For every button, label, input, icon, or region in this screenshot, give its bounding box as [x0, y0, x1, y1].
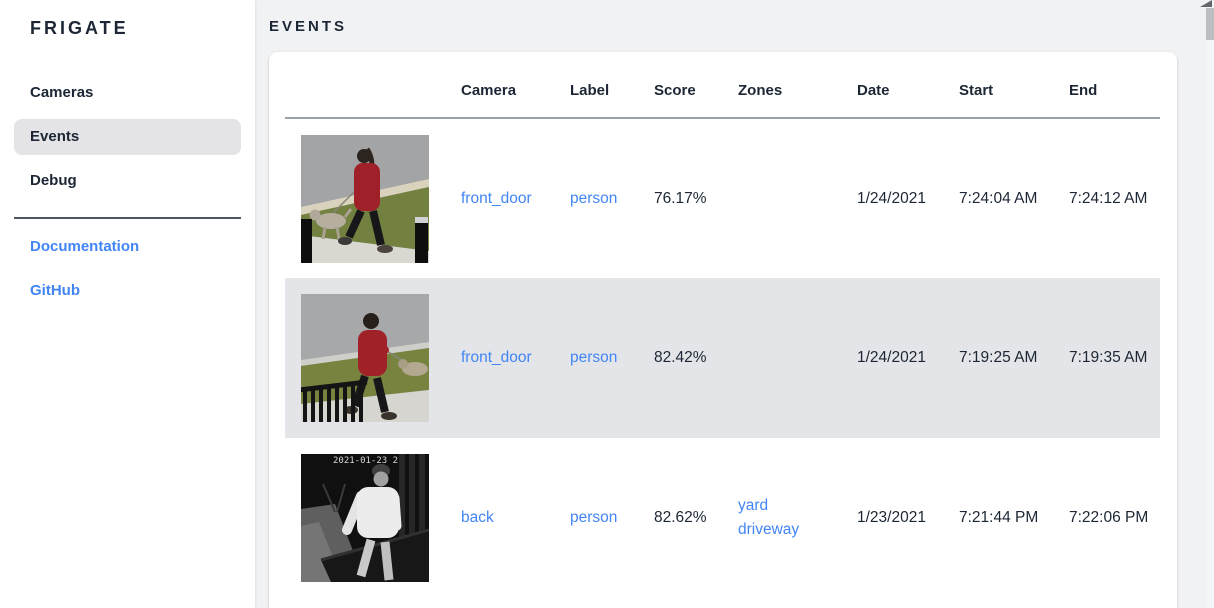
vertical-scrollbar[interactable] [1200, 0, 1214, 608]
table-row[interactable]: 2021-01-23 2 back person 82.62% yard dri… [285, 438, 1160, 598]
camera-link[interactable]: back [461, 509, 494, 526]
table-row[interactable]: front_door person 76.17% 1/24/2021 7:24:… [285, 118, 1160, 278]
score-value: 82.42% [654, 349, 707, 366]
events-card: Camera Label Score Zones Date Start End [269, 52, 1177, 608]
column-header-start: Start [959, 52, 1069, 119]
column-header-thumbnail [285, 52, 461, 119]
sidebar-link-documentation[interactable]: Documentation [30, 238, 140, 255]
end-time-value: 7:24:12 AM [1069, 189, 1148, 207]
event-thumbnail[interactable] [301, 294, 429, 422]
start-time-value: 7:21:44 PM [959, 509, 1039, 526]
sidebar-item-cameras[interactable]: Cameras [30, 84, 94, 101]
sidebar-nav: Cameras Events Debug [0, 75, 255, 199]
end-time-value: 7:19:35 AM [1069, 349, 1148, 366]
event-thumbnail[interactable]: 2021-01-23 2 [301, 454, 429, 582]
label-link[interactable]: person [570, 509, 618, 526]
thumbnail-timestamp-overlay: 2021-01-23 2 [333, 456, 398, 466]
camera-link[interactable]: front_door [461, 349, 532, 366]
sidebar: FRIGATE Cameras Events Debug Documentati… [0, 0, 255, 608]
column-header-label: Label [570, 52, 654, 119]
sidebar-item-events[interactable]: Events [14, 119, 241, 155]
column-header-zones: Zones [738, 52, 857, 119]
sidebar-link-github[interactable]: GitHub [30, 282, 80, 299]
column-header-end: End [1069, 52, 1160, 119]
events-table: Camera Label Score Zones Date Start End [285, 52, 1160, 598]
score-value: 82.62% [654, 509, 707, 526]
event-thumbnail[interactable] [301, 134, 429, 263]
date-value: 1/24/2021 [857, 189, 926, 207]
date-value: 1/23/2021 [857, 509, 926, 526]
table-header-row: Camera Label Score Zones Date Start End [285, 52, 1160, 119]
start-time-value: 7:19:25 AM [959, 349, 1038, 366]
label-link[interactable]: person [570, 349, 618, 366]
sidebar-item-debug[interactable]: Debug [30, 172, 77, 189]
zone-link[interactable]: yard [738, 497, 769, 514]
main-content: EVENTS Camera Label Score Zones Date Sta… [255, 0, 1206, 608]
thumbnail-image-infrared-person: 2021-01-23 2 [301, 454, 429, 582]
zone-link[interactable]: driveway [738, 521, 800, 538]
thumbnail-image-dog-walker-1 [301, 134, 429, 263]
table-row-selected[interactable]: front_door person 82.42% 1/24/2021 7:19:… [285, 278, 1160, 438]
column-header-score: Score [654, 52, 738, 119]
column-header-camera: Camera [461, 52, 570, 119]
label-link[interactable]: person [570, 189, 618, 207]
start-time-value: 7:24:04 AM [959, 189, 1038, 207]
app-logo: FRIGATE [30, 18, 129, 38]
scrollbar-arrow-icon [1200, 0, 1212, 7]
column-header-date: Date [857, 52, 959, 119]
page-title: EVENTS [269, 18, 348, 35]
date-value: 1/24/2021 [857, 349, 926, 366]
score-value: 76.17% [654, 189, 707, 207]
scrollbar-thumb[interactable] [1206, 8, 1214, 40]
camera-link[interactable]: front_door [461, 189, 532, 207]
thumbnail-image-dog-walker-2 [301, 294, 429, 422]
end-time-value: 7:22:06 PM [1069, 509, 1149, 526]
sidebar-divider [14, 217, 241, 219]
